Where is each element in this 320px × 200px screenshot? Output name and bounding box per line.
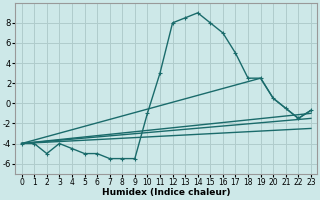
X-axis label: Humidex (Indice chaleur): Humidex (Indice chaleur): [102, 188, 230, 197]
